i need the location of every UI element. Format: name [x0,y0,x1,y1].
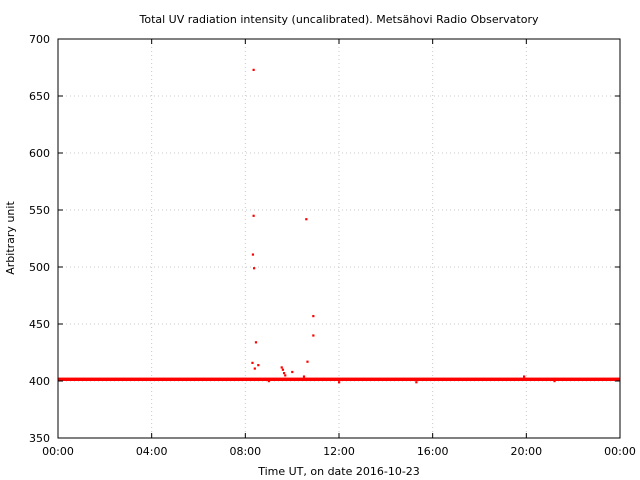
data-point [280,366,283,369]
data-point [522,375,526,378]
data-point [253,367,256,370]
data-point [312,315,315,318]
data-point [553,380,556,383]
data-point [252,68,255,71]
data-point [252,267,256,270]
y-axis-label: Arbitrary unit [4,201,17,275]
data-point [251,361,254,364]
data-point [251,253,255,256]
data-point [302,375,306,378]
y-tick-label: 350 [29,432,50,445]
data-point [312,334,315,337]
data-point [284,374,287,377]
data-point [252,214,255,217]
data-point [415,381,418,384]
x-axis-label: Time UT, on date 2016-10-23 [257,465,420,478]
data-point [281,368,284,371]
y-tick-label: 550 [29,204,50,217]
chart-title: Total UV radiation intensity (uncalibrat… [139,13,539,26]
y-tick-label: 650 [29,90,50,103]
baseline-series [58,377,620,381]
data-point [267,380,270,383]
data-point [306,360,309,363]
data-point [257,364,260,367]
data-point [305,218,308,221]
data-point [254,341,258,344]
y-tick-label: 400 [29,375,50,388]
x-tick-label: 00:00 [604,445,636,458]
x-tick-label: 20:00 [510,445,542,458]
y-tick-label: 450 [29,318,50,331]
y-tick-label: 500 [29,261,50,274]
data-point [291,370,294,374]
x-tick-label: 08:00 [229,445,261,458]
data-points [251,68,556,384]
y-tick-label: 600 [29,147,50,160]
data-point [282,372,286,375]
x-tick-label: 16:00 [417,445,449,458]
baseline-band [58,377,620,381]
y-tick-label: 700 [29,33,50,46]
x-tick-label: 00:00 [42,445,74,458]
x-tick-label: 12:00 [323,445,355,458]
data-point [338,381,341,384]
axis-ticks: 00:00 04:00 08:00 12:00 16:00 20:00 00:0035040… [29,33,636,458]
x-tick-label: 04:00 [136,445,168,458]
